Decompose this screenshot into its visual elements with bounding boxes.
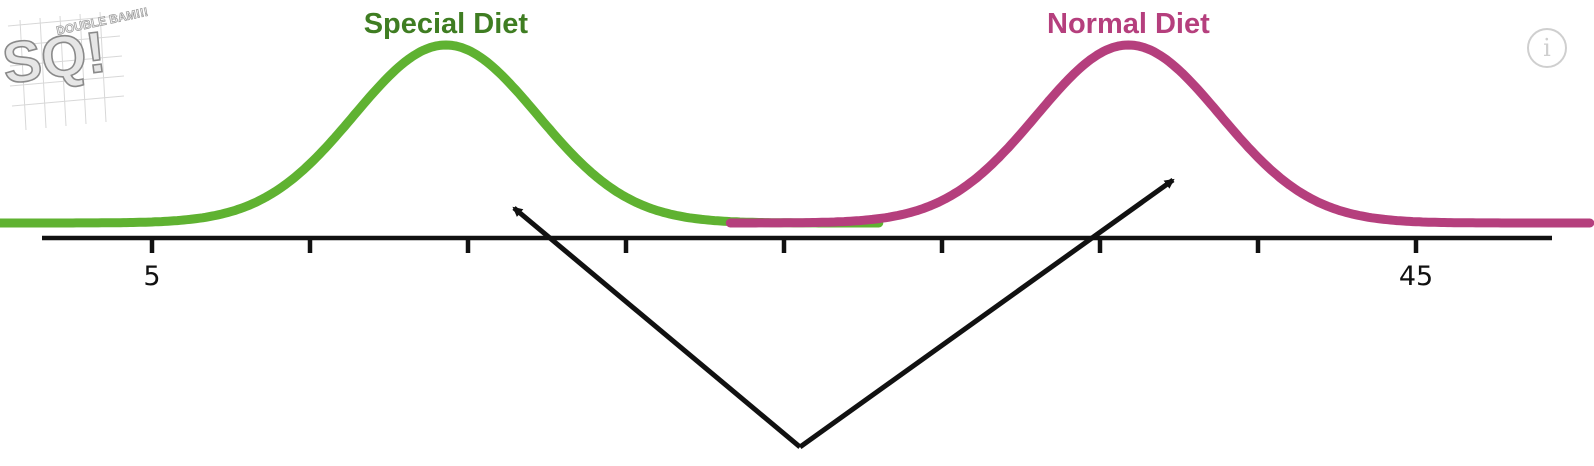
normal-diet-label: Normal Diet — [1047, 8, 1210, 40]
arrow-to-special-diet — [512, 206, 802, 449]
normal-diet-curve — [725, 40, 1594, 228]
statquest-logo: SQ! DOUBLE BAM!!! — [0, 4, 150, 131]
logo-main-text: SQ! — [0, 19, 109, 96]
info-icon: i — [1543, 34, 1551, 62]
info-button[interactable]: i — [1527, 28, 1567, 68]
x-tick-label-5: 5 — [143, 261, 160, 292]
special-diet-curve — [0, 40, 884, 228]
x-tick-label-45: 45 — [1399, 261, 1433, 292]
special-diet-label: Special Diet — [364, 8, 529, 40]
arrow-to-normal-diet — [798, 177, 1175, 450]
x-axis-ticks: 5 45 — [143, 238, 1433, 292]
logo-grid — [7, 11, 125, 131]
